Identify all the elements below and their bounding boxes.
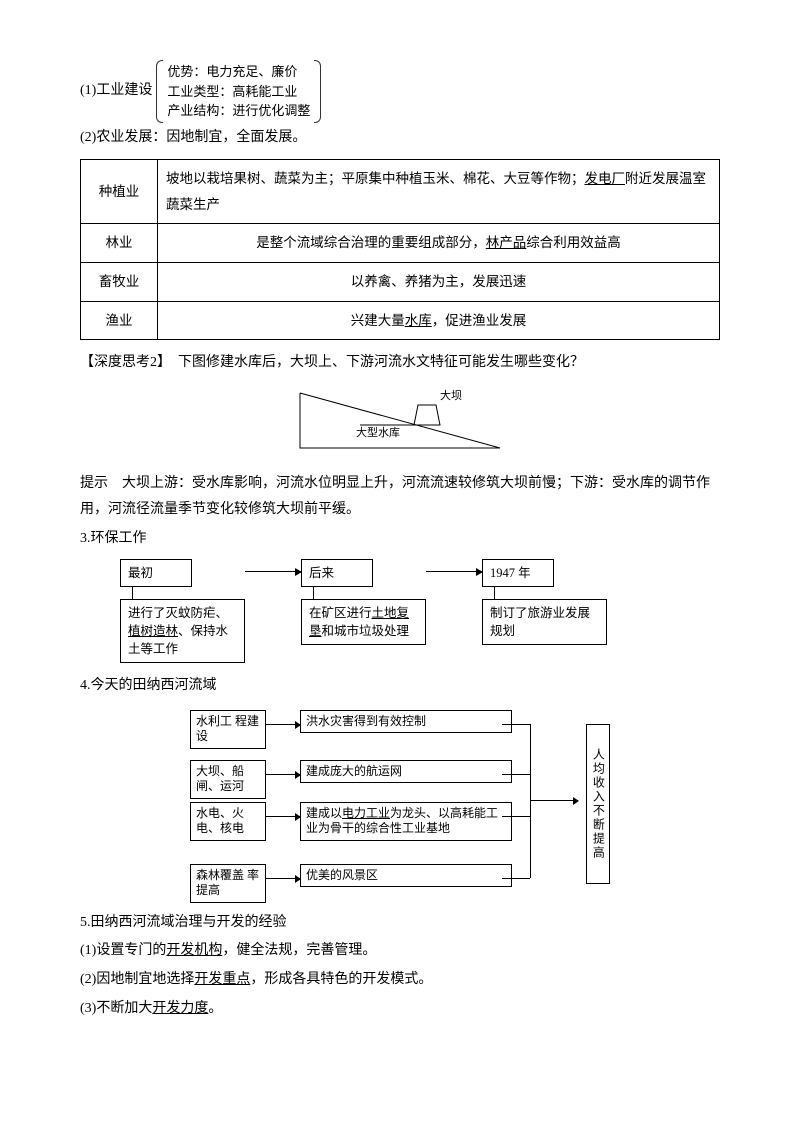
flow-top: 后来 — [301, 559, 373, 587]
dam-label-top: 大坝 — [440, 388, 462, 402]
dam-label-left: 大型水库 — [356, 425, 400, 439]
flow-bot: 制订了旅游业发展规划 — [482, 599, 607, 645]
table-row-cell: 是整个流域综合治理的重要组成部分，林产品综合利用效益高 — [158, 224, 720, 263]
table-row-head: 种植业 — [81, 160, 158, 224]
agri-table: 种植业坡地以栽培果树、蔬菜为主；平原集中种植玉米、棉花、大豆等作物；发电厂附近发… — [80, 159, 720, 340]
table-row-head: 渔业 — [81, 301, 158, 340]
dam-diagram: 大坝 大型水库 — [80, 383, 720, 463]
think2-title: 【深度思考2】 下图修建水库后，大坝上、下游河流水文特征可能发生哪些变化？ — [80, 350, 720, 377]
d4-mid-box: 优美的风景区 — [300, 864, 512, 888]
flow-top: 1947 年 — [482, 559, 554, 587]
table-row-cell: 兴建大量水库，促进渔业发展 — [158, 301, 720, 340]
sec5-item: (1)设置专门的开发机构，健全法规，完善管理。 — [80, 938, 720, 965]
sec1-brace: 优势：电力充足、廉价 工业类型：高耗能工业 产业结构：进行优化调整 — [156, 60, 321, 123]
d4-mid-box: 建成庞大的航运网 — [300, 760, 512, 784]
table-row-head: 畜牧业 — [81, 263, 158, 302]
d4-right-box: 人均收入不断提高 — [586, 724, 610, 884]
flow-bot: 在矿区进行土地复垦和城市垃圾处理 — [301, 599, 426, 645]
sec1-brace-l1: 优势：电力充足、廉价 — [167, 62, 310, 82]
sec3-flow: 最初进行了灭蚊防疟、植树造林、保持水土等工作 后来在矿区进行土地复垦和城市垃圾处理… — [120, 559, 720, 664]
sec2-text: (2)农业发展：因地制宜，全面发展。 — [80, 125, 720, 152]
flow-bot: 进行了灭蚊防疟、植树造林、保持水土等工作 — [120, 599, 245, 663]
sec1-brace-l3: 产业结构：进行优化调整 — [167, 101, 310, 121]
sec1-label: (1)工业建设 — [80, 78, 152, 105]
sec1-row: (1)工业建设 优势：电力充足、廉价 工业类型：高耗能工业 产业结构：进行优化调… — [80, 60, 720, 123]
flow-top: 最初 — [120, 559, 192, 587]
sec1-brace-l2: 工业类型：高耗能工业 — [167, 82, 310, 102]
sec5-title: 5.田纳西河流域治理与开发的经验 — [80, 910, 720, 937]
sec4-diagram: 水利工 程建设大坝、船 闸、运河水电、火 电、核电森林覆盖 率提高 洪水灾害得到有… — [190, 704, 610, 904]
table-row-cell: 坡地以栽培果树、蔬菜为主；平原集中种植玉米、棉花、大豆等作物；发电厂附近发展温室… — [158, 160, 720, 224]
sec3-title: 3.环保工作 — [80, 526, 720, 553]
d4-left-box: 森林覆盖 率提高 — [190, 864, 266, 903]
sec5-list: (1)设置专门的开发机构，健全法规，完善管理。(2)因地制宜地选择开发重点，形成… — [80, 938, 720, 1022]
d4-left-box: 水利工 程建设 — [190, 710, 266, 749]
d4-mid-box: 洪水灾害得到有效控制 — [300, 710, 512, 734]
sec5-item: (3)不断加大开发力度。 — [80, 996, 720, 1023]
think2-hint: 提示 大坝上游：受水库影响，河流水位明显上升，河流流速较修筑大坝前慢；下游：受水… — [80, 471, 720, 524]
sec5-item: (2)因地制宜地选择开发重点，形成各具特色的开发模式。 — [80, 967, 720, 994]
d4-left-box: 大坝、船 闸、运河 — [190, 760, 266, 799]
d4-left-box: 水电、火 电、核电 — [190, 802, 266, 841]
table-row-head: 林业 — [81, 224, 158, 263]
table-row-cell: 以养禽、养猪为主，发展迅速 — [158, 263, 720, 302]
d4-mid-box: 建成以电力工业为龙头、以高耗能工业为骨干的综合性工业基地 — [300, 802, 512, 841]
sec4-title: 4.今天的田纳西河流域 — [80, 673, 720, 700]
